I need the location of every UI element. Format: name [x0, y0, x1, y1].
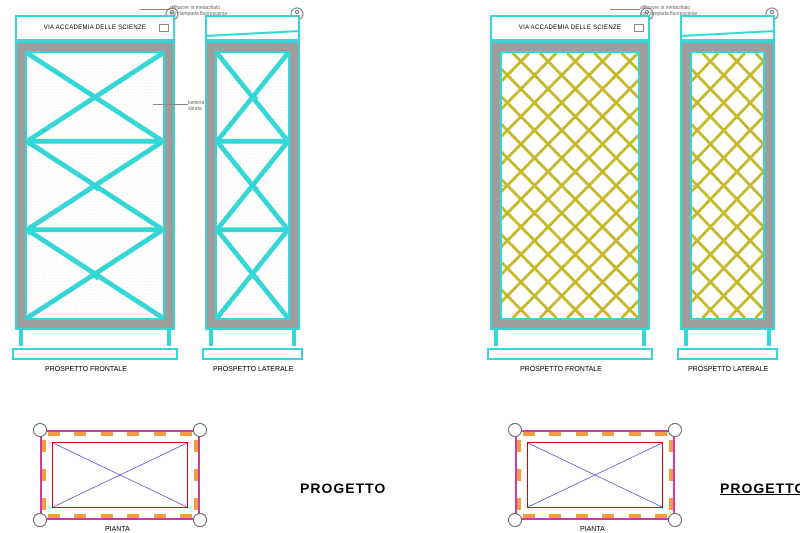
label-prospetto-laterale: PROSPETTO LATERALE — [688, 366, 768, 373]
plan-tick — [74, 432, 86, 436]
plan-tick — [602, 514, 614, 518]
plan-tick — [669, 440, 673, 452]
plan-tick — [42, 440, 46, 452]
inner-frame — [500, 51, 640, 320]
inner-frame — [215, 51, 290, 320]
plan-tick — [194, 440, 198, 452]
inner-frame — [25, 51, 165, 320]
legs — [15, 330, 175, 346]
plan-tick — [127, 514, 139, 518]
plan-tick — [42, 498, 46, 510]
plan-view — [515, 430, 675, 520]
plan-tick — [194, 498, 198, 510]
plan-corner-disc — [508, 423, 522, 437]
plan-inner — [527, 442, 663, 508]
plan-corner-disc — [193, 423, 207, 437]
plan-tick — [42, 469, 46, 481]
plan-corner-disc — [33, 423, 47, 437]
plan-tick — [154, 432, 166, 436]
plan-corner-disc — [668, 423, 682, 437]
plan-tick — [669, 469, 673, 481]
plan-tick — [127, 432, 139, 436]
body-frame — [490, 41, 650, 330]
body-frame — [205, 41, 300, 330]
plan-tick — [629, 514, 641, 518]
label-progetto: PROGETTO — [300, 480, 386, 496]
note-diffusore: con lampada fluorescente — [640, 11, 697, 17]
plan-tick — [154, 514, 166, 518]
header-slot-icon — [634, 24, 644, 32]
elevation-front: VIA ACCADEMIA DELLE SCIENZE — [490, 15, 650, 360]
plan-tick — [101, 432, 113, 436]
header-title: VIA ACCADEMIA DELLE SCIENZE — [44, 25, 146, 31]
plan-tick — [48, 432, 60, 436]
base-bar — [12, 348, 178, 360]
body-frame — [15, 41, 175, 330]
header-bar: VIA ACCADEMIA DELLE SCIENZE — [15, 15, 175, 41]
base-bar — [202, 348, 303, 360]
plan-corner-disc — [668, 513, 682, 527]
base-bar — [487, 348, 653, 360]
plan-tick — [655, 432, 667, 436]
plan-corner-disc — [33, 513, 47, 527]
plan-tick — [655, 514, 667, 518]
header-slot-icon — [159, 24, 169, 32]
plan-inner — [52, 442, 188, 508]
plan-tick — [180, 514, 192, 518]
label-prospetto-frontale: PROSPETTO FRONTALE — [520, 366, 602, 373]
legs — [680, 330, 775, 346]
note-diffusore: con lampada fluorescente — [170, 11, 227, 17]
plan-tick — [669, 498, 673, 510]
legs — [205, 330, 300, 346]
plan-tick — [523, 514, 535, 518]
plan-tick — [549, 514, 561, 518]
elevation-front: VIA ACCADEMIA DELLE SCIENZE — [15, 15, 175, 360]
plan-tick — [523, 432, 535, 436]
plan-tick — [576, 514, 588, 518]
plan-tick — [602, 432, 614, 436]
plan-tick — [517, 440, 521, 452]
legs — [490, 330, 650, 346]
plan-tick — [517, 469, 521, 481]
base-bar — [677, 348, 778, 360]
label-prospetto-frontale: PROSPETTO FRONTALE — [45, 366, 127, 373]
plan-corner-disc — [508, 513, 522, 527]
label-prospetto-laterale: PROSPETTO LATERALE — [213, 366, 293, 373]
note-lamiera: stirata — [188, 106, 202, 112]
inner-frame — [690, 51, 765, 320]
plan-tick — [101, 514, 113, 518]
plan-tick — [549, 432, 561, 436]
header-bar: VIA ACCADEMIA DELLE SCIENZE — [490, 15, 650, 41]
plan-tick — [629, 432, 641, 436]
plan-tick — [194, 469, 198, 481]
plan-tick — [48, 514, 60, 518]
elevation-side — [680, 15, 775, 360]
header-title: VIA ACCADEMIA DELLE SCIENZE — [519, 25, 621, 31]
plan-corner-disc — [193, 513, 207, 527]
plan-tick — [180, 432, 192, 436]
elevation-side — [205, 15, 300, 360]
plan-view — [40, 430, 200, 520]
plan-tick — [576, 432, 588, 436]
plan-tick — [517, 498, 521, 510]
label-progetto: PROGETTO — [720, 480, 800, 496]
body-frame — [680, 41, 775, 330]
plan-tick — [74, 514, 86, 518]
